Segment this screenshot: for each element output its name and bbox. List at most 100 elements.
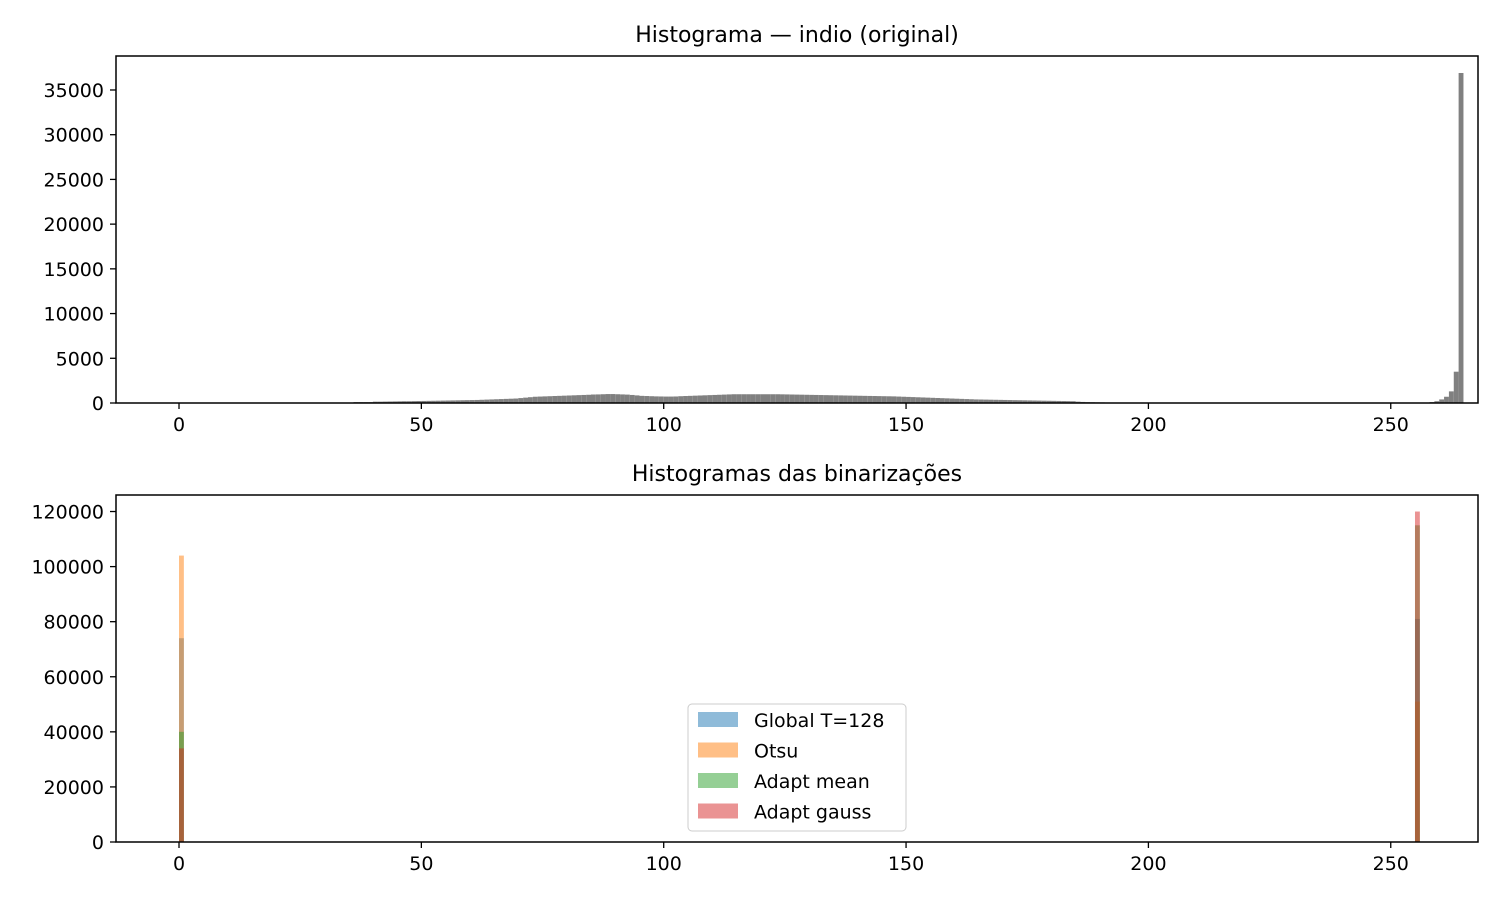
x-tick-label: 150 bbox=[888, 853, 924, 875]
histogram-bar bbox=[533, 397, 538, 403]
histogram-bar bbox=[829, 395, 834, 403]
histogram-bar bbox=[644, 396, 649, 403]
histogram-bar bbox=[751, 394, 756, 403]
histogram-bar bbox=[567, 395, 572, 403]
legend-swatch bbox=[698, 743, 738, 758]
x-tick-label: 50 bbox=[409, 853, 433, 875]
y-tick-label: 30000 bbox=[44, 125, 104, 147]
histogram-bar bbox=[1449, 391, 1454, 403]
x-tick-label: 100 bbox=[646, 853, 682, 875]
histogram-bar bbox=[635, 395, 640, 403]
histogram-bar bbox=[872, 396, 877, 403]
histogram-bar bbox=[702, 395, 707, 403]
histogram-bar bbox=[853, 396, 858, 403]
histogram-bar bbox=[654, 396, 659, 403]
histogram-bar bbox=[775, 394, 780, 403]
histogram-bar bbox=[911, 397, 916, 403]
histogram-bar bbox=[833, 395, 838, 403]
histogram-bar bbox=[615, 394, 620, 403]
histogram-bar bbox=[610, 394, 615, 403]
histogram-bar bbox=[780, 394, 785, 403]
histogram-bar bbox=[819, 395, 824, 403]
histogram-bar bbox=[901, 397, 906, 403]
histogram-bar bbox=[683, 396, 688, 403]
histogram-bar bbox=[921, 397, 926, 403]
histogram-bar bbox=[722, 395, 727, 403]
histogram-bar bbox=[669, 397, 674, 403]
histogram-bar bbox=[736, 394, 741, 403]
histogram-bar bbox=[693, 396, 698, 403]
histogram-bar bbox=[1454, 372, 1459, 403]
y-tick-label: 80000 bbox=[44, 612, 104, 634]
histogram-bar bbox=[538, 397, 543, 403]
chart-title: Histograma — indio (original) bbox=[635, 23, 959, 48]
histogram-bar bbox=[935, 398, 940, 403]
histogram-bar bbox=[601, 394, 606, 403]
histogram-bar bbox=[630, 395, 635, 403]
histogram-bar bbox=[732, 394, 737, 403]
x-tick-label: 250 bbox=[1373, 414, 1409, 436]
histogram-bar bbox=[659, 396, 664, 403]
histogram-bar bbox=[930, 398, 935, 403]
histogram-bar bbox=[867, 396, 872, 403]
y-tick-label: 25000 bbox=[44, 169, 104, 191]
histogram-bar bbox=[925, 398, 930, 403]
legend-label: Global T=128 bbox=[754, 710, 884, 732]
histogram-bar bbox=[528, 397, 533, 403]
histogram-bar bbox=[906, 397, 911, 403]
histogram-bar bbox=[606, 394, 611, 403]
histogram-bar bbox=[843, 395, 848, 403]
histogram-bar bbox=[717, 395, 722, 403]
x-tick-label: 150 bbox=[888, 414, 924, 436]
histogram-bar bbox=[707, 395, 712, 403]
histogram-bar bbox=[523, 398, 528, 403]
histogram-bar bbox=[848, 396, 853, 403]
histogram-bar bbox=[892, 396, 897, 403]
histogram-bar bbox=[877, 396, 882, 403]
x-tick-label: 250 bbox=[1373, 853, 1409, 875]
legend-label: Otsu bbox=[754, 741, 798, 763]
histogram-bar bbox=[543, 396, 548, 403]
histogram-bar bbox=[698, 395, 703, 403]
histogram-bar bbox=[547, 396, 552, 403]
histogram-bar bbox=[1444, 397, 1449, 403]
legend-label: Adapt gauss bbox=[754, 802, 871, 824]
histogram-bar bbox=[804, 395, 809, 403]
histogram-bar bbox=[824, 395, 829, 403]
x-tick-label: 0 bbox=[173, 414, 185, 436]
histogram-bar bbox=[746, 394, 751, 403]
histogram-bar bbox=[838, 395, 843, 403]
histogram-bar bbox=[790, 395, 795, 403]
histogram-bar bbox=[625, 395, 630, 403]
histogram-bar bbox=[678, 396, 683, 403]
histogram-bar bbox=[887, 396, 892, 403]
histogram-bar bbox=[799, 395, 804, 403]
y-tick-label: 15000 bbox=[44, 259, 104, 281]
histogram-bar bbox=[562, 396, 567, 403]
histogram-bar bbox=[552, 396, 557, 403]
histogram-bar bbox=[761, 394, 766, 403]
histogram-bar bbox=[576, 395, 581, 403]
histogram-bar bbox=[649, 396, 654, 403]
bar-adapt-gauss bbox=[1415, 512, 1420, 842]
y-tick-label: 0 bbox=[92, 393, 104, 415]
histogram-bar bbox=[639, 396, 644, 403]
histogram-bar bbox=[756, 394, 761, 403]
y-tick-label: 20000 bbox=[44, 214, 104, 236]
plot-frame bbox=[116, 56, 1478, 403]
x-tick-label: 0 bbox=[173, 853, 185, 875]
histogram-bar bbox=[814, 395, 819, 403]
histogram-bar bbox=[712, 395, 717, 403]
histogram-bar bbox=[557, 396, 562, 403]
y-tick-label: 10000 bbox=[44, 304, 104, 326]
histogram-bar bbox=[620, 394, 625, 403]
histogram-bar bbox=[673, 396, 678, 403]
histogram-bar bbox=[770, 394, 775, 403]
